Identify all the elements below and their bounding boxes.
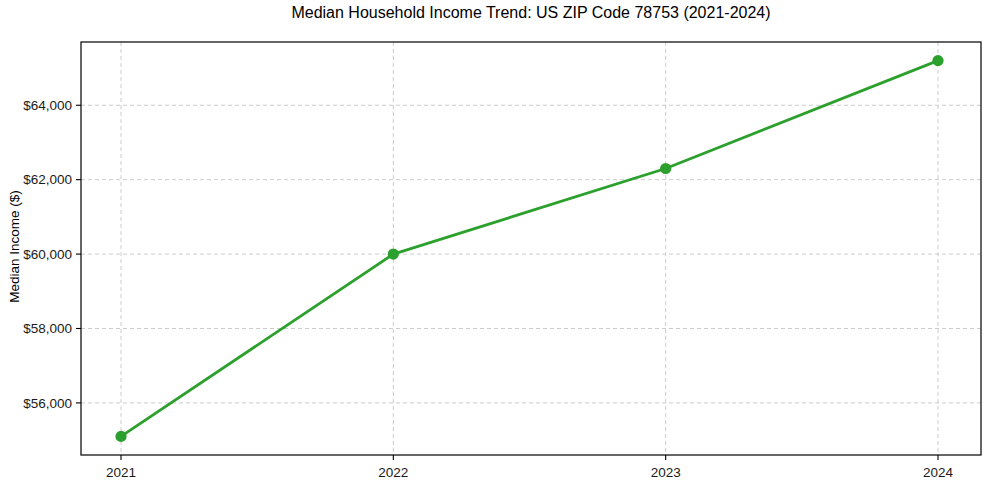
x-tick-label: 2023 bbox=[651, 465, 681, 480]
y-tick-label: $60,000 bbox=[23, 247, 72, 262]
x-tick-label: 2022 bbox=[378, 465, 408, 480]
income-trend-line bbox=[121, 61, 938, 437]
y-tick-label: $56,000 bbox=[23, 396, 72, 411]
y-tick-label: $62,000 bbox=[23, 172, 72, 187]
data-point-marker bbox=[932, 55, 943, 66]
plot-frame bbox=[81, 42, 981, 455]
chart-figure: Median Household Income Trend: US ZIP Co… bbox=[0, 0, 989, 490]
y-tick-label: $64,000 bbox=[23, 98, 72, 113]
data-point-marker bbox=[388, 248, 399, 259]
data-point-marker bbox=[660, 163, 671, 174]
data-point-marker bbox=[115, 431, 126, 442]
y-tick-label: $58,000 bbox=[23, 321, 72, 336]
x-tick-label: 2021 bbox=[106, 465, 136, 480]
x-tick-label: 2024 bbox=[923, 465, 954, 480]
line-chart-canvas: 2021 2022 2023 2024 $56,000 $58,000 $60,000 $62… bbox=[0, 0, 989, 490]
